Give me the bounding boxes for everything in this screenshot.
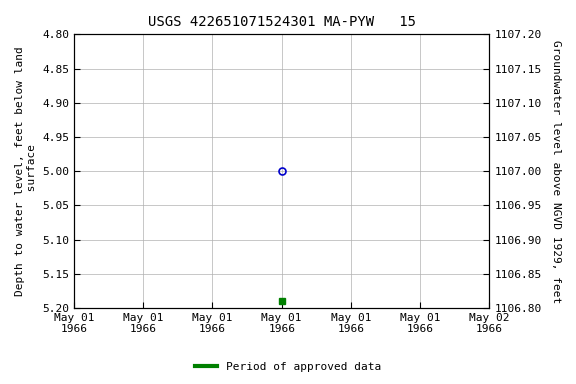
Y-axis label: Depth to water level, feet below land
 surface: Depth to water level, feet below land su… xyxy=(15,46,37,296)
Y-axis label: Groundwater level above NGVD 1929, feet: Groundwater level above NGVD 1929, feet xyxy=(551,40,561,303)
Legend: Period of approved data: Period of approved data xyxy=(191,358,385,377)
Title: USGS 422651071524301 MA-PYW   15: USGS 422651071524301 MA-PYW 15 xyxy=(147,15,416,29)
